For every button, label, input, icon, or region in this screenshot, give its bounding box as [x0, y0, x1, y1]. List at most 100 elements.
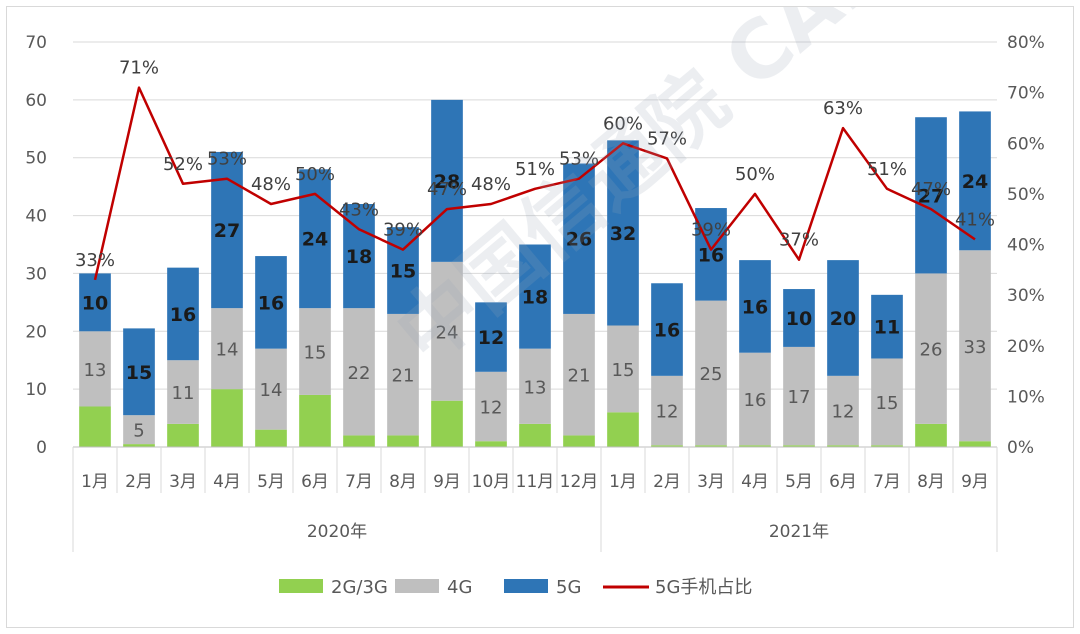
- month-label: 10月: [472, 472, 511, 492]
- left-tick-label: 60: [25, 91, 47, 111]
- share-label: 47%: [427, 179, 467, 200]
- bar-5g: [79, 273, 111, 332]
- bar-4g: [79, 331, 111, 407]
- bar-4g: [915, 273, 947, 424]
- bar-value-label: 21: [568, 366, 591, 387]
- bar-2g-3g: [343, 435, 375, 447]
- month-label: 4月: [741, 472, 769, 492]
- bar-2g-3g: [959, 441, 991, 447]
- bar-value-label: 15: [126, 362, 152, 384]
- right-tick-label: 30%: [1007, 286, 1045, 306]
- month-label: 8月: [917, 472, 945, 492]
- bar-4g: [739, 352, 771, 446]
- left-tick-label: 40: [25, 207, 47, 227]
- month-label: 5月: [785, 472, 813, 492]
- bar-2g-3g: [563, 435, 595, 447]
- right-tick-label: 10%: [1007, 387, 1045, 407]
- bar-5g: [167, 267, 199, 361]
- bar-value-label: 16: [744, 390, 767, 411]
- bar-4g: [959, 250, 991, 442]
- share-label: 63%: [823, 98, 863, 119]
- bar-4g: [211, 308, 243, 390]
- month-label: 8月: [389, 472, 417, 492]
- bar-value-label: 27: [918, 185, 944, 207]
- bar-value-label: 24: [302, 229, 328, 251]
- bar-5g: [695, 208, 727, 301]
- bar-5g: [651, 283, 683, 376]
- left-tick-label: 0: [36, 438, 47, 458]
- chart-canvas: 0 10 20 30 40 50 60 70 0% 10% 20% 30% 40% 50% 60% 70% 8…: [25, 0, 1045, 598]
- bar-4g: [343, 308, 375, 436]
- bar-5g: [387, 227, 419, 314]
- bar-value-label: 22: [348, 363, 371, 384]
- month-label: 4月: [213, 472, 241, 492]
- bar-value-label: 21: [392, 366, 415, 387]
- bar-4g: [123, 415, 155, 445]
- year-label: 2020年: [307, 522, 367, 542]
- bar-4g: [431, 261, 463, 401]
- share-label: 48%: [251, 174, 291, 195]
- share-label: 41%: [955, 209, 995, 230]
- bar-value-label: 12: [656, 402, 679, 423]
- bar-5g: [519, 244, 551, 349]
- share-label: 50%: [295, 164, 335, 185]
- bar-2g-3g: [387, 435, 419, 447]
- bar-2g-3g: [651, 445, 683, 447]
- legend-swatch: [279, 579, 323, 593]
- month-label: 3月: [169, 472, 197, 492]
- month-label: 1月: [81, 472, 109, 492]
- bar-4g: [519, 348, 551, 424]
- bar-4g: [475, 371, 507, 442]
- bar-value-label: 16: [698, 244, 724, 266]
- bar-5g: [255, 256, 287, 349]
- bar-4g: [695, 300, 727, 446]
- bar-2g-3g: [519, 423, 551, 447]
- bar-2g-3g: [871, 445, 903, 447]
- bar-value-label: 5: [133, 421, 144, 442]
- bar-4g: [299, 308, 331, 395]
- month-label: 2月: [653, 472, 681, 492]
- bar-value-label: 12: [478, 327, 504, 349]
- bar-5g: [299, 169, 331, 309]
- left-tick-label: 10: [25, 380, 47, 400]
- share-label: 37%: [779, 230, 819, 251]
- bar-2g-3g: [211, 389, 243, 447]
- bar-5g: [739, 260, 771, 353]
- month-label: 7月: [345, 472, 373, 492]
- bar-2g-3g: [299, 394, 331, 447]
- right-tick-label: 50%: [1007, 185, 1045, 205]
- share-label: 48%: [471, 174, 511, 195]
- bar-value-label: 16: [258, 292, 284, 314]
- legend: 2G/3G 4G 5G 5G手机占比: [279, 577, 752, 598]
- bar-4g: [827, 375, 859, 446]
- bar-value-label: 27: [214, 220, 240, 242]
- bar-5g: [915, 117, 947, 274]
- bar-value-label: 14: [216, 340, 239, 361]
- bar-value-label: 16: [742, 296, 768, 318]
- month-label: 9月: [961, 472, 989, 492]
- bar-value-label: 32: [610, 223, 636, 245]
- right-tick-label: 60%: [1007, 134, 1045, 154]
- bar-value-label: 12: [832, 402, 855, 423]
- bar-5g: [475, 302, 507, 372]
- bar-value-label: 16: [170, 304, 196, 326]
- share-label: 53%: [559, 149, 599, 170]
- share-label: 33%: [75, 250, 115, 271]
- bar-value-label: 26: [920, 340, 943, 361]
- month-label: 7月: [873, 472, 901, 492]
- bar-value-label: 15: [612, 360, 635, 381]
- year-label: 2021年: [769, 522, 829, 542]
- bar-value-label: 15: [876, 393, 899, 414]
- bar-value-label: 33: [964, 337, 987, 358]
- legend-label: 4G: [447, 577, 472, 598]
- legend-swatch: [504, 579, 548, 593]
- x-axis: 1月 2月 3月 4月 5月 6月 7月 8月 9月 10月 11月 12月 1月 2月 3月 4月 5月 6月 7…: [72, 446, 998, 552]
- bar-4g: [167, 360, 199, 424]
- bar-2g-3g: [827, 445, 859, 447]
- bar-2g-3g: [475, 441, 507, 447]
- chart-frame: 0 10 20 30 40 50 60 70 0% 10% 20% 30% 40% 50% 60% 70% 8…: [6, 0, 1074, 628]
- month-label: 5月: [257, 472, 285, 492]
- bar-5g: [123, 328, 155, 416]
- month-label: 6月: [301, 472, 329, 492]
- bar-2g-3g: [255, 429, 287, 447]
